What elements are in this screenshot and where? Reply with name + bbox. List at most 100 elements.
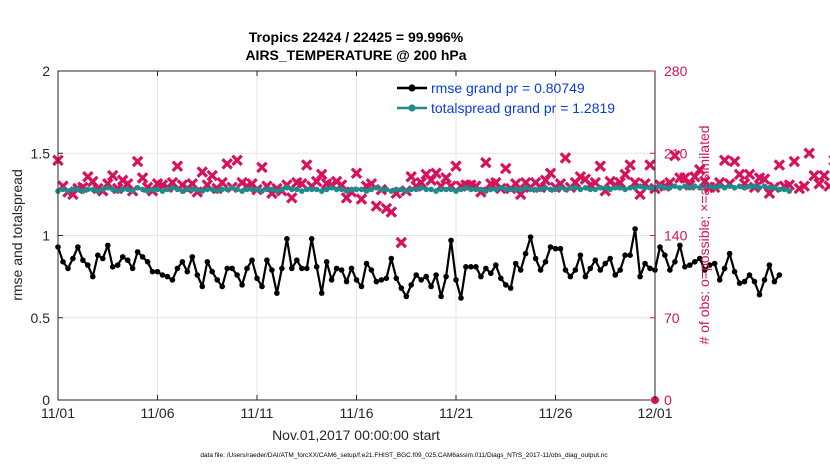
totalspread-point: [100, 186, 106, 193]
rmse-point: [418, 277, 425, 283]
rmse-point: [299, 265, 305, 272]
rmse-point: [304, 265, 310, 272]
totalspread-point: [448, 186, 454, 193]
rmse-point: [677, 242, 683, 249]
legend: rmse grand pr = 0.80749 totalspread gran…: [397, 80, 615, 116]
rmse-point: [672, 259, 678, 265]
totalspread-point: [408, 186, 415, 193]
totalspread-point: [313, 186, 320, 193]
totalspread-point: [726, 183, 733, 189]
rmse-point: [284, 236, 290, 242]
totalspread-point: [119, 186, 126, 193]
rmse-point: [338, 267, 345, 273]
totalspread-point: [622, 186, 628, 193]
rmse-point: [229, 265, 235, 272]
totalspread-point: [672, 183, 678, 189]
rmse-point: [512, 260, 519, 267]
nobs-assimilated-marker: [499, 162, 512, 175]
totalspread-point: [194, 186, 201, 193]
nobs-assimilated-marker: [300, 159, 313, 171]
totalspread-point: [592, 186, 599, 193]
nobs-assimilated-marker: [101, 178, 114, 190]
y-right-tick-label: 70: [664, 310, 680, 326]
x-tick-label: 11/21: [439, 405, 473, 421]
rmse-point: [697, 255, 703, 262]
totalspread-point: [363, 188, 370, 194]
nobs-assimilated-marker: [783, 179, 796, 191]
rmse-point: [179, 259, 186, 265]
rmse-point: [368, 267, 375, 273]
totalspread-point: [637, 183, 643, 189]
totalspread-point: [219, 186, 225, 193]
nobs-assimilated-marker: [544, 167, 557, 179]
y-axis-right-label: # of obs: o=possible; ×=assimilated: [696, 125, 712, 344]
nobs-assimilated-marker: [624, 159, 636, 171]
totalspread-point: [144, 188, 151, 194]
totalspread-point: [353, 186, 360, 193]
chart-title-line2: AIRS_TEMPERATURE @ 200 hPa: [245, 47, 466, 63]
rmse-point: [70, 255, 76, 262]
rmse-point: [333, 265, 340, 272]
totalspread-point: [483, 188, 489, 194]
totalspread-point: [284, 185, 290, 191]
totalspread-point: [706, 183, 713, 189]
x-tick-label: 11/11: [241, 405, 274, 421]
nobs-assimilated-marker: [231, 154, 243, 167]
nobs-assimilated-marker: [589, 176, 602, 189]
rmse-point: [592, 257, 599, 264]
rmse-point: [289, 265, 295, 272]
rmse-point: [726, 250, 733, 257]
rmse-point: [105, 242, 111, 249]
rmse-point: [264, 257, 270, 264]
rmse-point: [741, 278, 748, 285]
totalspread-point: [771, 185, 778, 191]
rmse-point: [438, 293, 444, 300]
totalspread-point: [199, 188, 206, 194]
rmse-point: [597, 267, 604, 273]
totalspread-point: [746, 183, 753, 189]
totalspread-point: [522, 185, 529, 191]
totalspread-point: [453, 188, 459, 194]
rmse-point: [522, 250, 529, 257]
rmse-point: [224, 265, 230, 272]
rmse-point: [453, 277, 459, 283]
rmse-point: [373, 278, 380, 285]
rmse-point: [318, 290, 325, 296]
totalspread-point: [343, 188, 350, 194]
ticks: 11/01 11/06 11/11 11/16 11/21 11/26 12/0100.51…: [31, 63, 688, 421]
rmse-point: [184, 268, 191, 275]
totalspread-point: [184, 186, 191, 193]
rmse-point: [527, 234, 534, 240]
rmse-point: [279, 265, 285, 272]
rmse-point: [149, 268, 156, 275]
totalspread-point: [697, 185, 703, 191]
totalspread-point: [547, 186, 554, 193]
totalspread-point: [627, 185, 633, 191]
legend-spread-label: totalspread grand pr = 1.2819: [431, 100, 615, 116]
totalspread-point: [214, 188, 220, 194]
y-axis-left-label: rmse and totalspread: [9, 169, 25, 301]
totalspread-point: [751, 183, 758, 189]
totalspread-point: [766, 185, 773, 191]
x-tick-label: 12/01: [637, 405, 672, 421]
rmse-point: [100, 255, 106, 262]
nobs-assimilated-marker: [773, 159, 786, 171]
totalspread-point: [308, 186, 315, 193]
rmse-point: [667, 267, 673, 273]
nobs-assimilated-marker: [296, 178, 308, 190]
rmse-point: [761, 277, 768, 283]
nobs-assimilated-marker: [818, 169, 830, 182]
rmse-point: [771, 278, 778, 285]
totalspread-point: [134, 185, 141, 191]
totalspread-point: [274, 188, 280, 194]
rmse-point: [408, 282, 415, 288]
nobs-assimilated-marker: [514, 188, 527, 201]
x-tick-label: 11/06: [141, 405, 175, 421]
totalspread-point: [239, 188, 245, 194]
rmse-point: [632, 226, 638, 232]
totalspread-point: [318, 188, 325, 194]
rmse-point: [383, 275, 390, 282]
rmse-point: [776, 272, 783, 278]
totalspread-point: [468, 186, 474, 193]
rmse-point: [139, 254, 146, 260]
